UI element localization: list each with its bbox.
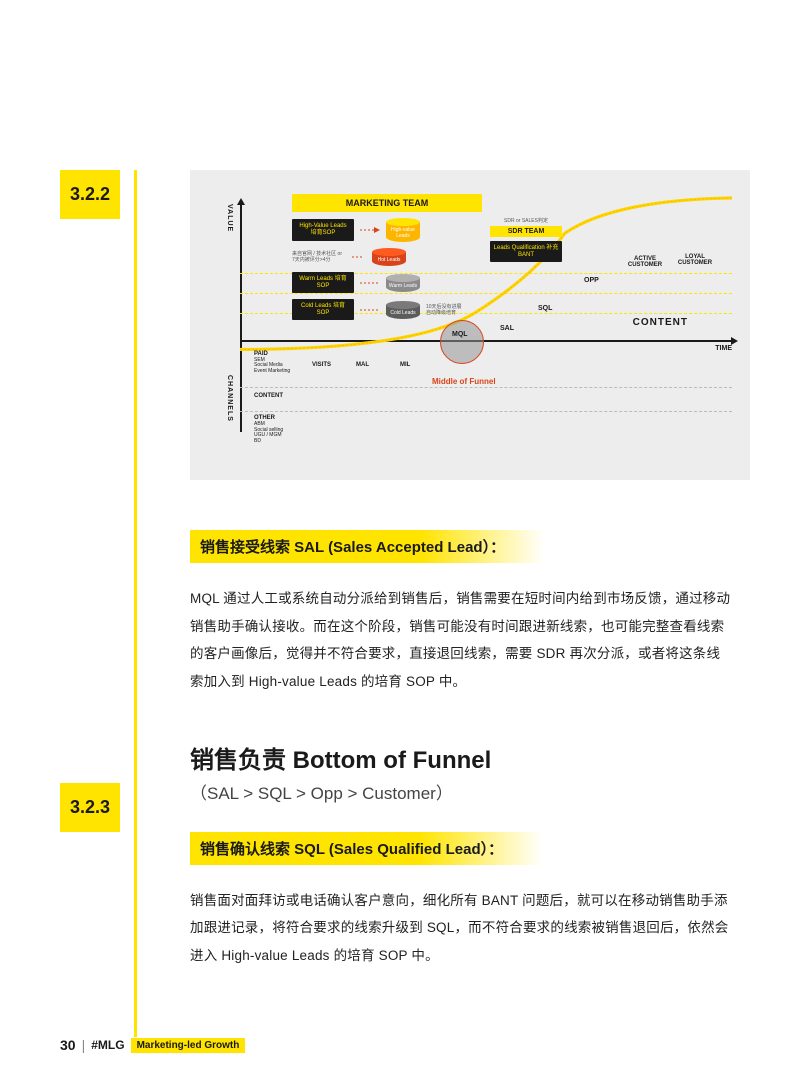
arrow-icon <box>360 225 380 235</box>
sql-heading: 销售确认线索 SQL (Sales Qualified Lead）： <box>190 832 543 865</box>
hot-annotation: 来自官网 / 技术社区 or 7天内被评分>4分 <box>292 251 346 263</box>
vertical-accent-rule <box>134 170 137 1037</box>
channel-divider <box>240 387 732 388</box>
footer-tag: Marketing-led Growth <box>131 1038 246 1053</box>
stage-sql: SQL <box>538 305 552 312</box>
footer-divider: | <box>82 1037 86 1053</box>
stage-sal: SAL <box>500 325 514 332</box>
content-label: CONTENT <box>633 317 688 328</box>
funnel-diagram: VALUE TIME CHANNELS MARKETING TEAM High-… <box>190 170 750 480</box>
stage-mql: MQL <box>452 331 468 338</box>
cylinder-high-value: High-value Leads <box>386 218 420 242</box>
channel-paid: PAID SEM Social Media Event Marketing <box>254 351 290 374</box>
page-footer: 30 | #MLG Marketing-led Growth <box>60 1037 245 1053</box>
pill-high-value: High-Value Leads 培育SOP <box>292 219 354 240</box>
pill-cold: Cold Leads 培育SOP <box>292 299 354 320</box>
channel-divider <box>240 411 732 412</box>
row-cold: Cold Leads 培育SOP Cold Leads 10天后没有进展 自动降… <box>292 299 482 320</box>
track-mil: MIL <box>400 362 410 368</box>
bof-title: 销售负责 Bottom of Funnel <box>190 740 733 775</box>
stage-active: ACTIVE CUSTOMER <box>624 256 666 268</box>
marketing-team-band: MARKETING TEAM High-Value Leads 培育SOP Hi… <box>292 194 482 320</box>
sdr-team-band: SDR or SALES判定 SDR TEAM Leads Qualificat… <box>490 218 562 262</box>
track-mal: MAL <box>356 362 369 368</box>
channels-axis-label: CHANNELS <box>226 375 233 422</box>
arrow-icon <box>360 278 380 288</box>
row-high-value: High-Value Leads 培育SOP High-value Leads <box>292 218 482 242</box>
section-number-3-2-3: 3.2.3 <box>60 783 120 832</box>
section-3-2-3: 销售负责 Bottom of Funnel （SAL > SQL > Opp >… <box>190 740 733 970</box>
footer-hash: #MLG <box>91 1038 124 1052</box>
channel-content: CONTENT <box>254 393 283 400</box>
sdr-header: SDR TEAM <box>490 226 562 237</box>
sql-body: 销售面对面拜访或电话确认客户意向，细化所有 BANT 问题后，就可以在移动销售助… <box>190 887 733 970</box>
cylinder-hot: Hot Leads <box>372 248 406 266</box>
cylinder-warm: Warm Leads <box>386 274 420 292</box>
arrow-icon <box>352 252 366 262</box>
row-warm: Warm Leads 培育SOP Warm Leads <box>292 272 482 293</box>
stage-loyal: LOYAL CUSTOMER <box>674 254 716 266</box>
page: 3.2.2 VALUE TIME CHANNELS <box>0 0 793 1077</box>
track-visits: VISITS <box>312 362 331 368</box>
channel-other: OTHER ABM Social selling UGU / MGM BD <box>254 415 283 444</box>
cold-annotation: 10天后没有进展 自动降级培育 <box>426 304 466 316</box>
marketing-team-header: MARKETING TEAM <box>292 194 482 212</box>
pill-warm: Warm Leads 培育SOP <box>292 272 354 293</box>
middle-of-funnel-circle <box>440 320 484 364</box>
y-axis-label: VALUE <box>226 204 233 232</box>
middle-of-funnel-label: Middle of Funnel <box>432 377 496 386</box>
sal-heading: 销售接受线索 SAL (Sales Accepted Lead）： <box>190 530 545 563</box>
page-number: 30 <box>60 1037 76 1053</box>
diagram-inner: VALUE TIME CHANNELS MARKETING TEAM High-… <box>222 194 732 462</box>
arrow-icon <box>360 305 380 315</box>
bof-subtitle: （SAL > SQL > Opp > Customer） <box>190 779 733 804</box>
sal-body: MQL 通过人工或系统自动分派给到销售后，销售需要在短时间内给到市场反馈，通过移… <box>190 585 733 696</box>
row-hot: 来自官网 / 技术社区 or 7天内被评分>4分 Hot Leads <box>292 248 482 266</box>
section-number-3-2-2: 3.2.2 <box>60 170 120 219</box>
stage-opp: OPP <box>584 277 599 284</box>
content-column: VALUE TIME CHANNELS MARKETING TEAM High-… <box>190 170 733 696</box>
sdr-pill: Leads Qualification 补充BANT <box>490 241 562 262</box>
sdr-annotation: SDR or SALES判定 <box>490 218 562 224</box>
cylinder-cold: Cold Leads <box>386 301 420 319</box>
